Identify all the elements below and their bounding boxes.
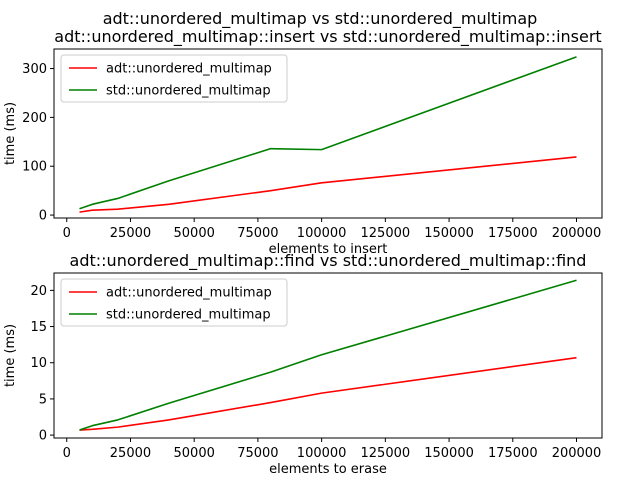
x-tick-label: 175000 — [488, 446, 538, 461]
x-tick-label: 50000 — [174, 226, 215, 241]
y-tick-label: 200 — [22, 111, 47, 126]
x-tick-label: 100000 — [297, 446, 347, 461]
x-tick-label: 125000 — [361, 446, 411, 461]
x-tick-label: 25000 — [110, 446, 151, 461]
y-tick-label: 5 — [39, 392, 47, 407]
legend-label-1: adt::unordered_multimap — [106, 286, 272, 301]
x-tick-label: 50000 — [174, 446, 215, 461]
x-tick-label: 150000 — [424, 226, 474, 241]
chart-title: adt::unordered_multimap::insert vs std::… — [54, 27, 601, 47]
x-tick-label: 175000 — [488, 226, 538, 241]
y-tick-label: 15 — [30, 320, 47, 335]
plot-frame — [53, 48, 603, 219]
y-tick-label: 300 — [22, 62, 47, 77]
legend-box — [60, 54, 288, 103]
series-line-2 — [79, 56, 577, 210]
x-tick-label: 25000 — [110, 226, 151, 241]
x-tick-label: 125000 — [361, 226, 411, 241]
x-tick-label: 0 — [63, 226, 71, 241]
chart-2: adt::unordered_multimap::find vs std::un… — [3, 251, 603, 477]
figure-suptitle: adt::unordered_multimap vs std::unordere… — [103, 9, 538, 29]
x-tick-label: 75000 — [237, 446, 278, 461]
x-tick-label: 100000 — [297, 226, 347, 241]
plot-frame — [53, 272, 603, 439]
series-line-1 — [79, 156, 577, 213]
x-tick-label: 200000 — [552, 226, 602, 241]
y-tick-label: 20 — [30, 284, 47, 299]
series-line-2 — [79, 279, 577, 431]
legend-label-2: std::unordered_multimap — [106, 308, 271, 323]
y-tick-label: 0 — [39, 209, 47, 224]
x-tick-label: 200000 — [552, 446, 602, 461]
x-axis-label: elements to erase — [269, 462, 387, 477]
legend-box — [60, 278, 288, 327]
x-tick-label: 150000 — [424, 446, 474, 461]
y-tick-label: 100 — [22, 160, 47, 175]
legend-label-1: adt::unordered_multimap — [106, 62, 272, 77]
chart-title: adt::unordered_multimap::find vs std::un… — [70, 251, 587, 271]
series-line-1 — [79, 356, 577, 431]
x-tick-label: 75000 — [237, 226, 278, 241]
legend: adt::unordered_multimapstd::unordered_mu… — [60, 54, 288, 103]
y-tick-label: 10 — [30, 356, 47, 371]
x-axis-label: elements to insert — [269, 242, 388, 257]
y-axis-label: time (ms) — [3, 324, 18, 387]
chart-1: adt::unordered_multimap::insert vs std::… — [3, 27, 603, 257]
x-tick-label: 0 — [63, 446, 71, 461]
y-tick-label: 0 — [39, 429, 47, 444]
legend: adt::unordered_multimapstd::unordered_mu… — [60, 278, 288, 327]
y-axis-label: time (ms) — [3, 102, 18, 165]
legend-label-2: std::unordered_multimap — [106, 84, 271, 99]
